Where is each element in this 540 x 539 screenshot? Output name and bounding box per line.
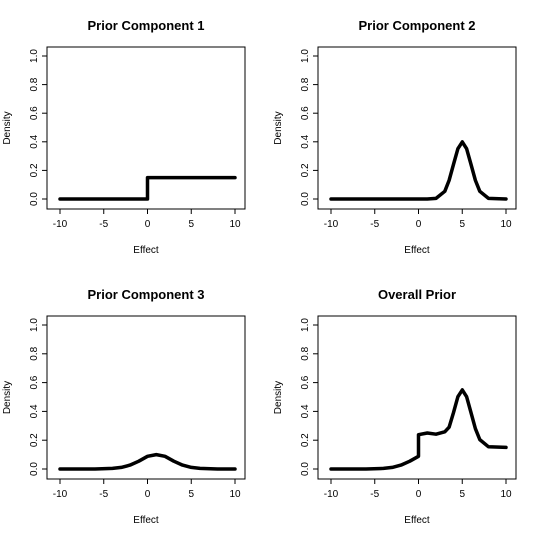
y-tick-label: 1.0 [29,318,40,332]
x-tick-label: -5 [99,489,108,500]
chart-title: Prior Component 2 [358,18,475,33]
x-tick-label: 0 [416,219,422,230]
panel-1: Prior Component 1 -10 -5 0 5 10 0.0 0.2 0.4 0.6 0.… [2,18,246,256]
y-tick-label: 0.4 [300,134,311,148]
y-tick-label: 0.8 [300,346,311,360]
x-axis-label: Effect [133,245,159,256]
y-tick-label: 0.2 [300,163,311,177]
density-line [329,388,508,471]
plot-frame [317,46,517,210]
x-tick-label: 5 [459,219,465,230]
x-tick-label: -5 [370,219,379,230]
y-tick-label: 0.8 [300,77,311,91]
y-tick-label: 0.8 [29,346,40,360]
panel-4: Overall Prior -10 -5 0 5 10 0.0 0.2 0.4 0.6 0.8 1.0… [273,287,517,526]
x-tick-label: -10 [324,489,339,500]
y-axis-label: Density [2,381,13,414]
y-tick-label: 0.0 [300,462,311,476]
y-axis-label: Density [273,111,284,144]
y-tick-label: 0.2 [29,163,40,177]
y-axis-label: Density [2,111,13,144]
y-tick-label: 0.6 [300,375,311,389]
x-tick-label: -10 [53,489,68,500]
x-tick-label: 5 [188,489,194,500]
x-axis-label: Effect [404,245,430,256]
panel-3: Prior Component 3 -10 -5 0 5 10 0.0 0.2 0.4 0.6 0.… [2,287,246,526]
panel-2: Prior Component 2 -10 -5 0 5 10 0.0 0.2 0.4 0.6 0.… [273,18,517,256]
y-tick-label: 0.4 [29,404,40,418]
plot-frame [317,315,517,480]
y-tick-label: 1.0 [300,49,311,63]
x-tick-label: 10 [500,489,512,500]
x-tick-label: 10 [500,219,512,230]
plot-frame [46,315,246,480]
x-tick-label: 5 [459,489,465,500]
y-tick-label: 0.6 [29,375,40,389]
density-line [58,175,237,201]
y-tick-label: 0.2 [29,433,40,447]
y-tick-label: 0.0 [29,462,40,476]
y-tick-label: 0.6 [29,106,40,120]
y-tick-label: 0.4 [300,404,311,418]
y-tick-label: 0.0 [29,192,40,206]
x-tick-label: -10 [324,219,339,230]
x-axis-label: Effect [133,515,159,526]
x-tick-label: -5 [99,219,108,230]
x-tick-label: 10 [229,219,241,230]
y-axis-label: Density [273,381,284,414]
y-tick-label: 1.0 [29,49,40,63]
chart-title: Prior Component 3 [87,287,204,302]
x-tick-label: 0 [145,219,151,230]
y-tick-label: 0.2 [300,433,311,447]
chart-title: Overall Prior [378,287,456,302]
x-tick-label: -10 [53,219,68,230]
y-tick-label: 1.0 [300,318,311,332]
x-tick-label: 0 [416,489,422,500]
density-line [329,140,508,201]
plot-frame [46,46,246,210]
y-tick-label: 0.6 [300,106,311,120]
x-tick-label: 5 [188,219,194,230]
y-tick-label: 0.8 [29,77,40,91]
x-axis-label: Effect [404,515,430,526]
x-tick-label: 0 [145,489,151,500]
x-tick-label: 10 [229,489,241,500]
y-tick-label: 0.0 [300,192,311,206]
y-tick-label: 0.4 [29,134,40,148]
chart-title: Prior Component 1 [87,18,204,33]
density-line [58,452,237,471]
x-tick-label: -5 [370,489,379,500]
